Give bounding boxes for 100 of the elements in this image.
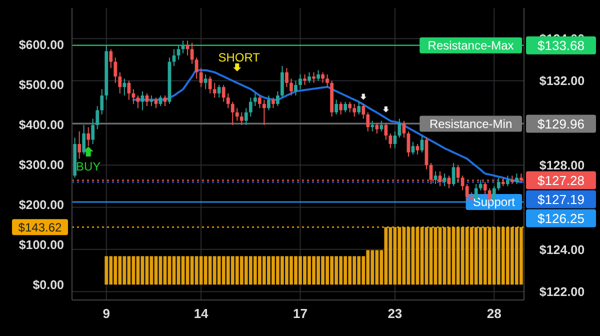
ref-line-label: Support [472,195,516,210]
y2-tick-label: $400.00 [18,118,64,132]
ref-line-label: Resistance-Min [429,116,512,131]
candlestick [154,97,158,109]
candlestick [240,112,244,126]
y2-tick-label: $100.00 [18,238,64,252]
candlestick [308,72,311,84]
candlestick [321,72,324,84]
candlestick [334,99,338,115]
candlestick [375,122,379,134]
candlestick [298,74,302,90]
candlestick [411,141,415,156]
candlestick [230,101,234,126]
y2-tick-label: $600.00 [18,38,64,52]
candlestick [109,48,113,69]
candlestick [145,92,149,107]
candlestick [118,72,122,94]
candlestick [204,74,208,90]
candlestick [122,78,126,96]
bar [104,256,108,285]
candlestick [380,120,384,132]
candlestick [352,103,356,118]
ref-line-label: $143.62 [18,220,62,234]
candlestick [384,122,388,140]
candlestick [100,88,104,115]
candlestick [199,68,203,88]
bar [519,227,523,285]
candlestick [194,57,198,80]
annotation: SHORT [218,50,261,64]
y-tick-label: $124.00 [539,242,585,257]
y-tick-label: $127.28 [538,172,584,188]
candlestick [460,175,464,191]
y-tick-label: $129.96 [538,116,584,132]
text: $126.25 [538,210,584,226]
y2-tick-label: $0.00 [32,278,64,292]
candlestick [208,76,212,94]
candlestick [326,74,329,88]
candlestick [303,74,306,86]
candlestick [478,179,482,191]
candlestick [222,84,226,102]
candlestick [316,70,320,82]
candlestick [357,101,361,115]
candlestick [253,92,257,107]
candlestick [276,90,280,107]
candlestick [442,173,446,187]
candlestick [506,175,510,187]
candlestick [114,57,118,84]
candlestick [96,106,100,130]
candlestick [370,120,374,132]
y2-tick-label: $200.00 [18,198,64,212]
candlestick [362,103,366,120]
ref-line-label: Resistance-Max [428,38,514,53]
candlestick [290,78,293,96]
candlestick [348,101,352,113]
candlestick [150,94,154,107]
candlestick [416,143,420,156]
x-tick-label: 14 [194,306,210,321]
candlestick [217,84,221,98]
y-tick-label: $122.00 [539,284,585,299]
candlestick [483,181,487,196]
candlestick [163,94,167,107]
candlestick [267,94,270,111]
candlestick [388,132,392,149]
candlestick [176,44,180,60]
candlestick [91,118,95,144]
candlestick [132,88,136,104]
candlestick [496,177,500,191]
x-tick-label: 23 [388,306,402,321]
candlestick [158,94,162,107]
candlestick [172,48,176,66]
candlestick [226,92,230,109]
candlestick [86,126,90,147]
x-tick-label: 28 [486,306,502,321]
y-tick-label: $132.00 [539,74,585,88]
candlestick [285,68,288,88]
candlestick [212,82,216,98]
candlestick [470,192,474,204]
candlestick [312,72,316,84]
candlestick [140,90,144,111]
x-tick-label: 17 [293,306,308,321]
candlestick [136,94,140,109]
candlestick [465,184,469,202]
y2-tick-label: $500.00 [18,78,64,92]
candlestick [82,124,86,156]
x-tick-label: 9 [102,306,110,321]
candlestick [514,173,518,185]
y-tick-label: $133.68 [538,38,584,53]
candlestick [344,101,348,113]
candlestick [393,130,397,149]
candlestick [244,108,248,126]
candlestick [434,170,438,185]
y-tick-label: $128.00 [539,158,585,172]
candlestick [248,97,252,118]
candlestick [280,65,284,98]
candlestick [366,112,370,132]
y2-tick-label: $300.00 [18,158,64,172]
candlestick [78,130,82,160]
text: $127.19 [538,192,584,207]
candlestick [235,108,239,122]
candlestick [262,99,266,126]
